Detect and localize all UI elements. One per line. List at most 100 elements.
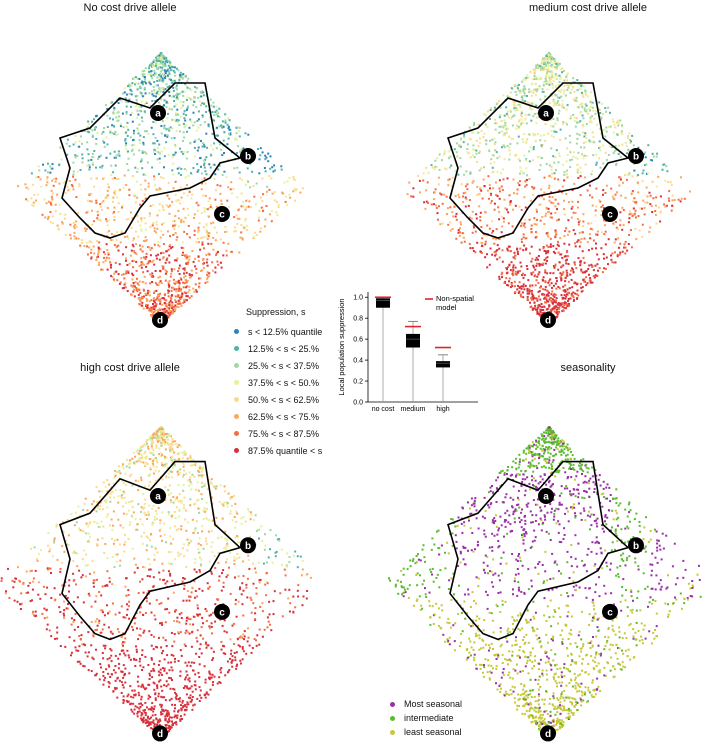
map-point bbox=[158, 74, 161, 76]
map-point bbox=[61, 222, 64, 225]
map-point bbox=[112, 669, 115, 672]
map-point bbox=[621, 206, 624, 209]
map-point bbox=[626, 152, 628, 155]
map-point bbox=[563, 304, 566, 306]
map-point bbox=[555, 67, 558, 70]
map-point bbox=[244, 184, 247, 186]
map-point bbox=[157, 93, 160, 96]
map-point bbox=[164, 58, 167, 61]
map-point bbox=[91, 209, 93, 212]
map-point bbox=[525, 167, 528, 170]
map-point bbox=[187, 696, 190, 699]
map-point bbox=[441, 202, 444, 205]
map-point bbox=[139, 299, 142, 302]
map-point bbox=[202, 91, 205, 94]
map-point bbox=[549, 81, 552, 84]
map-point bbox=[540, 285, 542, 288]
map-point bbox=[118, 631, 120, 633]
map-point bbox=[468, 137, 471, 140]
map-point bbox=[106, 268, 109, 271]
map-point bbox=[565, 272, 568, 275]
map-point bbox=[550, 212, 553, 215]
map-point bbox=[150, 452, 153, 455]
map-point bbox=[176, 257, 179, 260]
map-point bbox=[498, 131, 501, 134]
map-point bbox=[289, 196, 291, 199]
map-point bbox=[172, 162, 175, 165]
map-point bbox=[534, 103, 537, 106]
map-point bbox=[479, 187, 482, 190]
map-point bbox=[566, 258, 568, 261]
map-point bbox=[33, 614, 36, 617]
map-point bbox=[149, 254, 152, 257]
map-point bbox=[556, 306, 559, 309]
map-point bbox=[140, 446, 142, 448]
map-point bbox=[479, 241, 482, 244]
map-point bbox=[190, 645, 193, 648]
map-point bbox=[301, 559, 304, 562]
map-point bbox=[499, 106, 502, 109]
site-marker-d bbox=[152, 312, 168, 328]
map-point bbox=[564, 289, 566, 292]
map-point bbox=[154, 100, 157, 103]
map-point bbox=[266, 190, 268, 193]
map-point bbox=[156, 158, 159, 161]
map-point bbox=[73, 225, 75, 228]
map-point bbox=[188, 274, 191, 276]
map-point bbox=[521, 98, 524, 101]
map-point bbox=[572, 77, 575, 80]
map-point bbox=[536, 78, 539, 81]
map-point bbox=[173, 105, 176, 108]
map-point bbox=[169, 69, 172, 72]
map-point bbox=[562, 70, 565, 72]
map-point bbox=[187, 214, 190, 217]
map-point bbox=[159, 78, 162, 81]
map-point bbox=[210, 572, 213, 575]
map-point bbox=[266, 561, 268, 564]
map-point bbox=[235, 132, 238, 135]
map-point bbox=[127, 157, 130, 160]
map-point bbox=[230, 652, 232, 655]
map-point bbox=[540, 156, 543, 159]
map-point bbox=[117, 119, 120, 122]
map-point bbox=[167, 248, 170, 251]
map-point bbox=[562, 264, 565, 267]
map-point bbox=[229, 188, 232, 191]
map-point bbox=[532, 89, 535, 92]
map-point bbox=[226, 143, 229, 146]
map-point bbox=[58, 606, 61, 609]
map-point bbox=[649, 226, 652, 229]
map-point bbox=[173, 660, 176, 663]
map-point bbox=[472, 225, 475, 228]
map-point bbox=[136, 116, 139, 119]
map-point bbox=[187, 105, 189, 108]
map-point bbox=[526, 295, 529, 298]
map-point bbox=[130, 93, 133, 96]
map-point bbox=[163, 443, 166, 446]
map-point bbox=[203, 102, 206, 105]
map-point bbox=[570, 278, 573, 281]
map-point bbox=[523, 94, 526, 97]
map-point bbox=[133, 78, 136, 80]
map-point bbox=[644, 164, 646, 167]
map-point bbox=[243, 635, 246, 638]
map-point bbox=[145, 719, 148, 722]
map-point bbox=[576, 297, 578, 300]
map-point bbox=[221, 120, 224, 123]
map-point bbox=[604, 220, 607, 222]
map-point bbox=[595, 205, 598, 208]
map-point bbox=[478, 150, 481, 153]
map-point bbox=[163, 57, 166, 59]
map-point bbox=[490, 192, 492, 195]
map-point bbox=[575, 98, 578, 101]
map-point bbox=[184, 176, 187, 179]
map-point bbox=[272, 170, 275, 173]
map-point bbox=[117, 150, 120, 153]
map-point bbox=[243, 638, 245, 641]
map-point bbox=[650, 205, 653, 208]
map-point bbox=[495, 250, 498, 253]
map-point bbox=[153, 89, 156, 92]
map-point bbox=[246, 167, 249, 170]
map-point bbox=[223, 619, 226, 622]
map-point bbox=[149, 83, 152, 86]
